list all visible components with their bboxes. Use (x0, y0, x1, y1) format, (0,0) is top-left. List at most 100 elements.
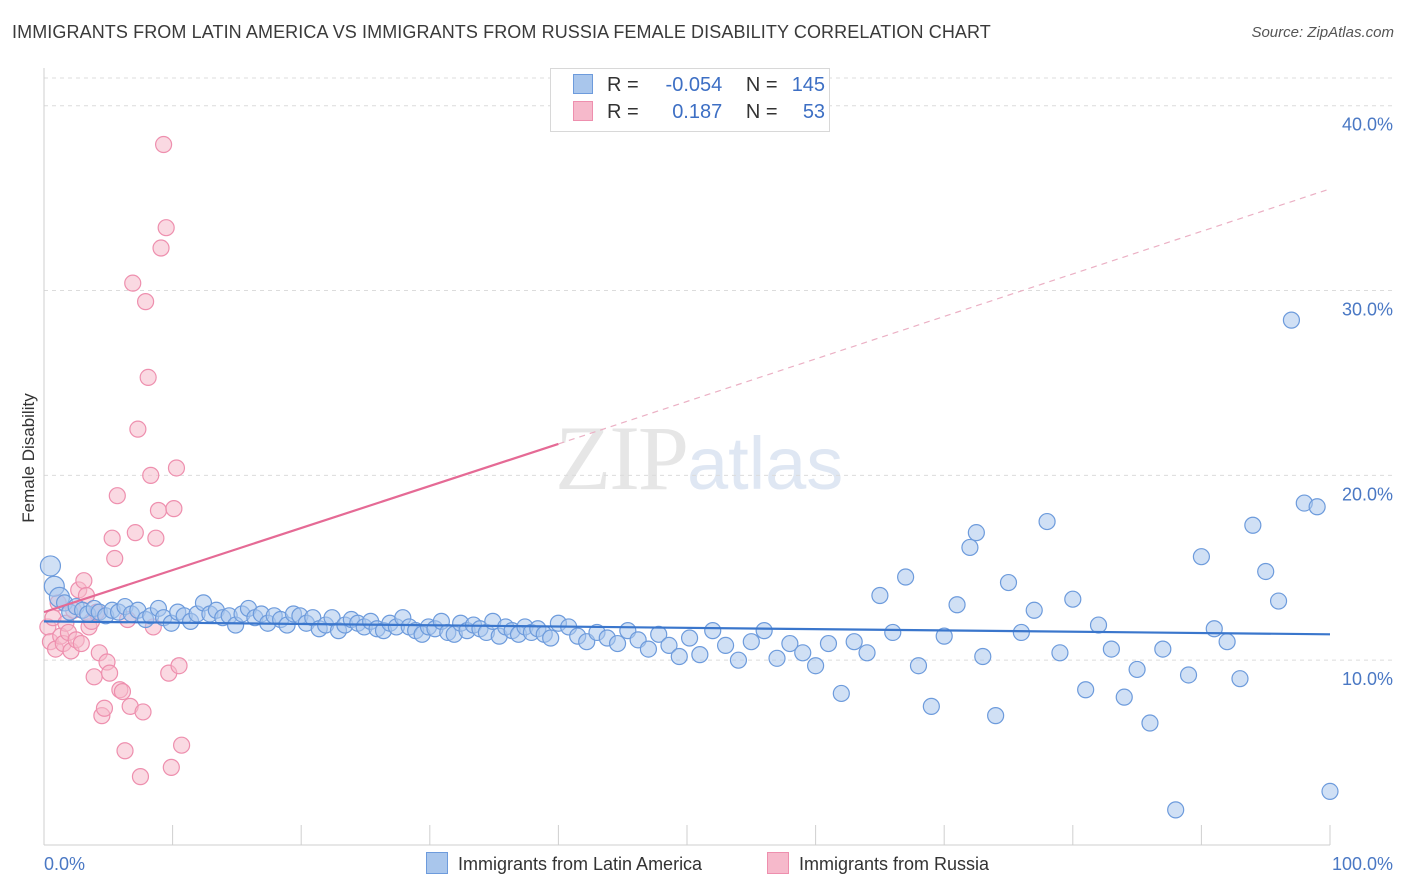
data-point (147, 529, 165, 547)
trend-lines (43, 188, 1331, 636)
legend-r-value: 0.187 (672, 101, 723, 123)
data-point (1115, 688, 1133, 706)
data-point (1282, 311, 1301, 329)
data-point (1269, 592, 1288, 610)
x-tick-label: 0.0% (44, 854, 85, 874)
legend-row-latin-america: R = -0.054 N = 145 (573, 74, 825, 100)
data-point (75, 572, 93, 590)
data-point (1231, 670, 1249, 688)
watermark-atlas: atlas (687, 422, 844, 505)
data-point (162, 758, 180, 776)
data-point (157, 219, 175, 237)
data-point (999, 573, 1018, 592)
data-point (1128, 660, 1146, 679)
data-point (768, 649, 786, 667)
bottom-legend-label: Immigrants from Russia (799, 854, 990, 874)
data-point (1025, 601, 1043, 619)
data-point (935, 627, 953, 645)
y-tick-label: 30.0% (1342, 300, 1393, 320)
data-point (139, 368, 157, 387)
bottom-legend-swatch-blue (426, 852, 448, 874)
legend-r-value: -0.054 (665, 74, 723, 96)
data-point (1244, 516, 1262, 534)
trend-line-russia-extension (558, 188, 1331, 445)
data-point (1089, 616, 1108, 634)
legend-row-russia: R = 0.187 N = 53 (573, 101, 825, 127)
data-point (1308, 498, 1326, 516)
data-point (1218, 633, 1236, 651)
bottom-legend-label: Immigrants from Latin America (458, 854, 703, 874)
data-point (1179, 666, 1198, 684)
data-point (103, 529, 121, 547)
data-point (173, 736, 191, 754)
data-point (670, 647, 688, 666)
data-point (142, 466, 160, 484)
chart-source: Source: ZipAtlas.com (1251, 24, 1394, 41)
data-point (1192, 548, 1211, 566)
data-point (961, 538, 979, 557)
data-point (113, 682, 132, 701)
bottom-legend-russia: Immigrants from Russia (767, 852, 989, 875)
data-point (1012, 623, 1030, 642)
legend-swatch-pink (573, 101, 593, 121)
data-point (167, 459, 186, 477)
data-point (650, 625, 668, 643)
data-point (704, 622, 722, 640)
legend-n-value: 145 (791, 74, 826, 96)
data-point (1038, 512, 1056, 531)
trend-line-latin-america (43, 620, 1331, 636)
series-russia-points (39, 135, 191, 786)
data-point (987, 707, 1005, 725)
data-point (95, 699, 114, 717)
data-point (1064, 590, 1082, 608)
data-point (660, 636, 678, 654)
data-point (742, 633, 760, 651)
data-point (1167, 801, 1185, 819)
watermark-zip: ZIP (555, 407, 689, 509)
data-point (729, 651, 748, 669)
y-tick-label: 10.0% (1342, 669, 1393, 689)
axes (43, 68, 1331, 846)
correlation-legend: R = -0.054 N = 145 R = 0.187 N = 53 (550, 68, 830, 132)
data-point (974, 647, 992, 666)
data-point (858, 644, 876, 662)
data-point (845, 633, 863, 651)
data-point (608, 634, 627, 653)
data-point (170, 657, 188, 675)
data-point (1051, 644, 1069, 662)
data-point (152, 239, 170, 257)
data-point (1141, 714, 1159, 732)
data-point (1321, 782, 1339, 801)
legend-n-label: N = (745, 74, 778, 96)
data-point (134, 703, 152, 721)
data-point (639, 640, 658, 658)
data-point (116, 742, 134, 760)
data-point (794, 644, 812, 662)
data-point (165, 500, 183, 518)
data-point (108, 487, 126, 505)
axis-labels: 10.0% 20.0% 30.0% 40.0% 0.0% 100.0% Female Dis… (19, 115, 1393, 874)
data-point (1102, 640, 1120, 658)
y-tick-label: 20.0% (1342, 484, 1393, 504)
data-point (884, 623, 902, 642)
data-point (542, 629, 560, 647)
data-point (922, 697, 940, 715)
data-point (948, 596, 966, 614)
data-point (755, 622, 773, 640)
data-point (149, 501, 168, 520)
data-point (1154, 640, 1172, 658)
bottom-legend-latin-america: Immigrants from Latin America (426, 852, 702, 875)
data-point (131, 768, 150, 786)
legend-n-label: N = (745, 101, 778, 123)
data-point (819, 634, 838, 653)
data-point (967, 524, 985, 542)
bottom-legend-swatch-pink (767, 852, 789, 874)
y-axis-label: Female Disability (19, 393, 38, 523)
data-point (100, 664, 119, 682)
data-point (106, 549, 124, 568)
data-point (39, 555, 62, 577)
data-point (124, 274, 142, 292)
data-point (871, 586, 889, 605)
data-point (154, 135, 173, 154)
